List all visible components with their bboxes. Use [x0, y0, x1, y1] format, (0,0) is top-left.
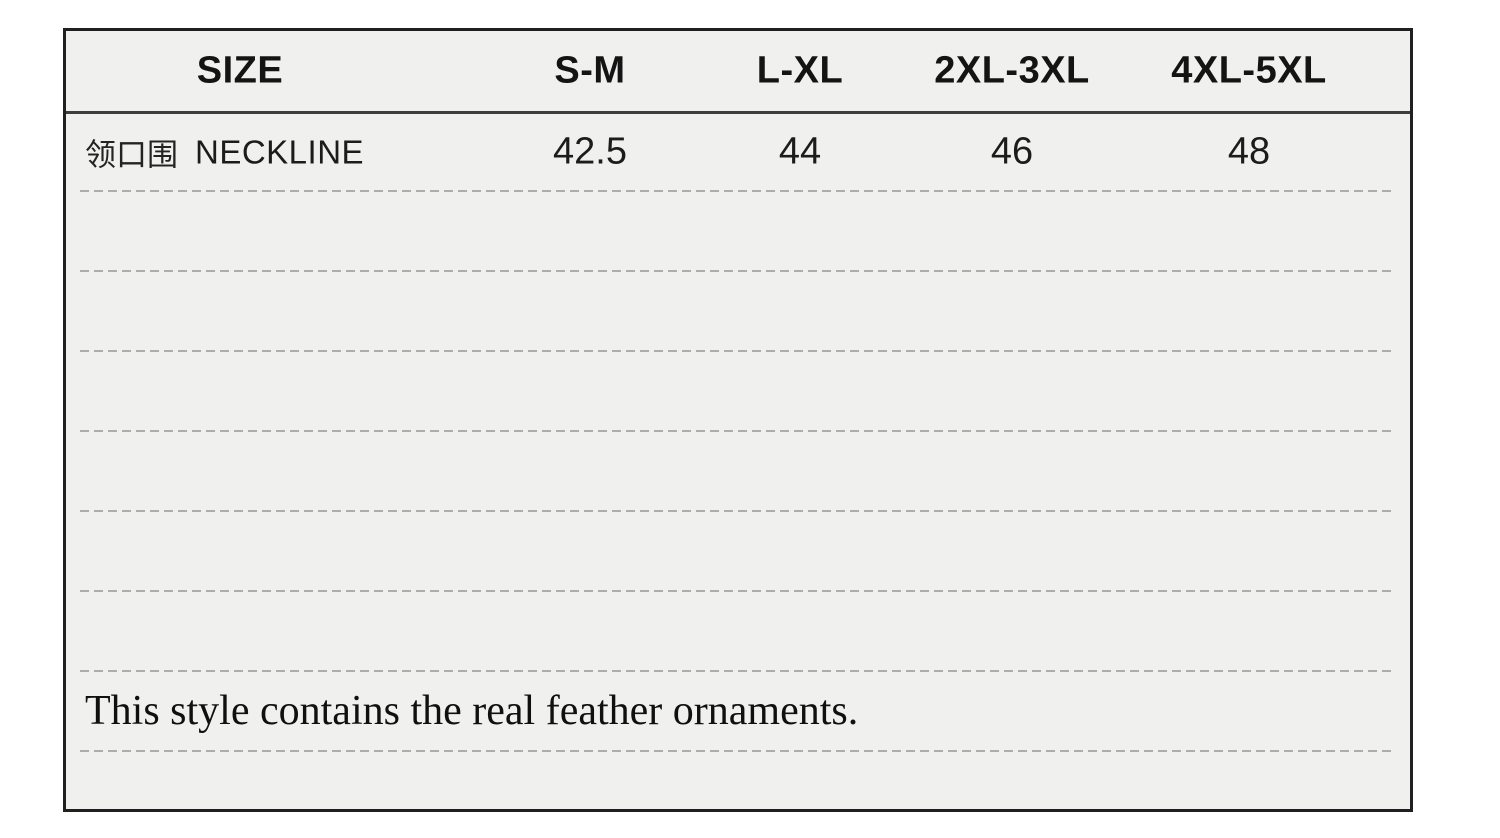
row-divider	[80, 750, 1396, 752]
row-divider	[80, 590, 1396, 592]
header-cell-2xl-3xl: 2XL-3XL	[934, 49, 1090, 92]
empty-table-row	[66, 272, 1410, 350]
header-cell-s-m: S-M	[554, 49, 626, 92]
value-s-m: 42.5	[553, 130, 627, 173]
empty-table-row	[66, 512, 1410, 590]
row-divider	[80, 350, 1396, 352]
table-header-row: SIZE S-M L-XL 2XL-3XL 4XL-5XL	[66, 31, 1410, 114]
value-2xl-3xl: 46	[990, 130, 1034, 173]
header-cell-4xl-5xl: 4XL-5XL	[1171, 49, 1327, 92]
row-divider	[80, 510, 1396, 512]
empty-table-row	[66, 352, 1410, 430]
value-4xl-5xl: 48	[1227, 130, 1271, 173]
row-label-english: NECKLINE	[195, 133, 365, 170]
empty-table-row	[66, 592, 1410, 670]
empty-table-row	[66, 752, 1410, 809]
note-row: This style contains the real feather orn…	[66, 672, 1410, 750]
row-divider	[80, 670, 1396, 672]
row-divider	[80, 270, 1396, 272]
value-l-xl: 44	[778, 130, 822, 173]
row-divider	[80, 430, 1396, 432]
empty-table-row	[66, 192, 1410, 270]
table-row-neckline: 领口围 NECKLINE 42.5 44 46 48	[66, 114, 1410, 190]
header-cell-size: SIZE	[196, 49, 284, 92]
row-label: 领口围 NECKLINE	[85, 130, 364, 175]
row-label-chinese: 领口围	[85, 137, 178, 173]
header-cell-l-xl: L-XL	[756, 49, 844, 92]
feather-note-text: This style contains the real feather orn…	[85, 688, 859, 734]
size-chart-table: SIZE S-M L-XL 2XL-3XL 4XL-5XL 领口围 NECKLI…	[63, 28, 1413, 812]
empty-table-row	[66, 432, 1410, 510]
row-divider	[80, 190, 1396, 192]
